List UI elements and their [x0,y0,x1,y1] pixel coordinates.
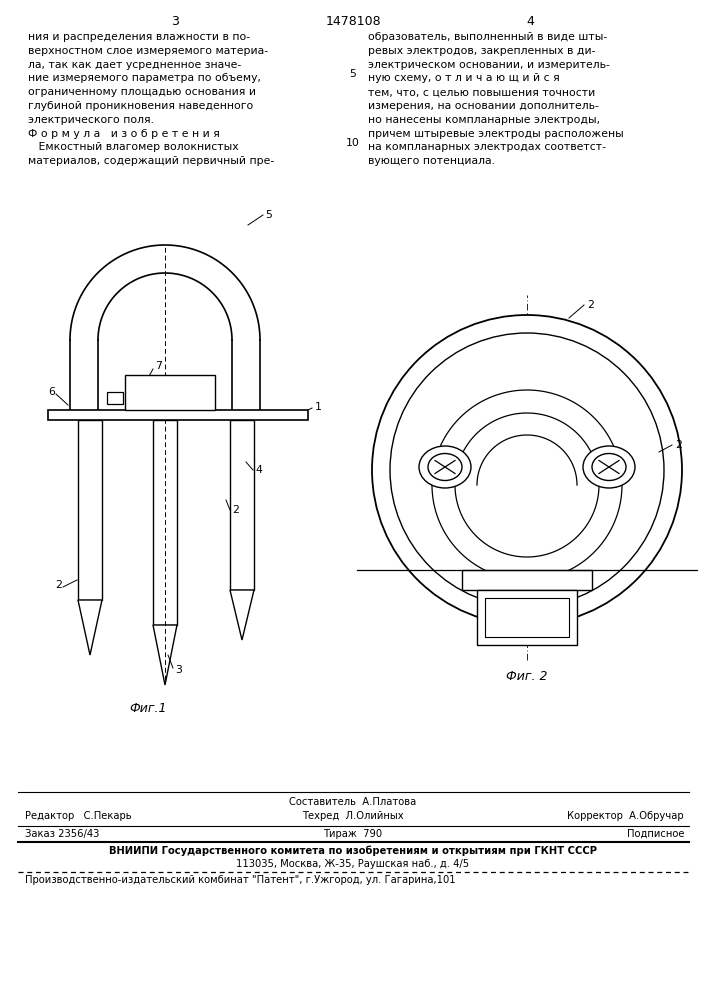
Ellipse shape [583,446,635,488]
Text: 4: 4 [255,465,262,475]
Text: измерения, на основании дополнитель-: измерения, на основании дополнитель- [368,101,599,111]
Bar [462,570,592,590]
Text: 1: 1 [315,402,322,412]
Bar [125,375,215,410]
Text: глубиной проникновения наведенного: глубиной проникновения наведенного [28,101,253,111]
Text: причем штыревые электроды расположены: причем штыревые электроды расположены [368,129,624,139]
Bar [78,420,102,600]
Bar [230,420,254,590]
Text: Корректор  А.Обручар: Корректор А.Обручар [568,811,684,821]
Text: образователь, выполненный в виде шты-: образователь, выполненный в виде шты- [368,32,607,42]
Text: Фиг.1: Фиг.1 [129,702,167,715]
Ellipse shape [428,454,462,481]
Text: Составитель  А.Платова: Составитель А.Платова [289,797,416,807]
Polygon shape [230,590,254,640]
Text: ла, так как дает усредненное значе-: ла, так как дает усредненное значе- [28,60,241,70]
Text: 7: 7 [155,361,162,371]
Text: Ф о р м у л а   и з о б р е т е н и я: Ф о р м у л а и з о б р е т е н и я [28,129,220,139]
Text: 3: 3 [175,665,182,675]
Text: 2: 2 [587,300,594,310]
Text: Редактор   С.Пекарь: Редактор С.Пекарь [25,811,132,821]
Text: ревых электродов, закрепленных в ди-: ревых электродов, закрепленных в ди- [368,46,595,56]
Text: на компланарных электродах соответст-: на компланарных электродах соответст- [368,142,606,152]
Text: 4: 4 [526,15,534,28]
Text: Заказ 2356/43: Заказ 2356/43 [25,829,100,839]
Ellipse shape [592,454,626,481]
Text: Производственно-издательский комбинат "Патент", г.Ужгород, ул. Гагарина,101: Производственно-издательский комбинат "П… [25,875,455,885]
Text: материалов, содержащий первичный пре-: материалов, содержащий первичный пре- [28,156,274,166]
Text: Подписное: Подписное [626,829,684,839]
Text: Фиг. 2: Фиг. 2 [506,670,548,683]
Text: 5: 5 [265,210,272,220]
Text: электрического поля.: электрического поля. [28,115,154,125]
Text: тем, что, с целью повышения точности: тем, что, с целью повышения точности [368,87,595,97]
Ellipse shape [419,446,471,488]
Text: ограниченному площадью основания и: ограниченному площадью основания и [28,87,256,97]
Text: Тираж  790: Тираж 790 [323,829,382,839]
Text: 10: 10 [346,138,360,148]
Text: 2: 2 [232,505,239,515]
Text: 2: 2 [55,580,62,590]
Polygon shape [78,600,102,655]
Bar [48,410,308,420]
Bar [477,590,577,645]
Text: электрическом основании, и измеритель-: электрическом основании, и измеритель- [368,60,610,70]
Circle shape [372,315,682,625]
Text: ние измеряемого параметра по объему,: ние измеряемого параметра по объему, [28,73,261,83]
Text: Емкостный влагомер волокнистых: Емкостный влагомер волокнистых [28,142,239,152]
Text: вующего потенциала.: вующего потенциала. [368,156,495,166]
Bar [485,598,569,637]
Text: но нанесены компланарные электроды,: но нанесены компланарные электроды, [368,115,600,125]
Bar [107,392,123,404]
Text: 1478108: 1478108 [325,15,381,28]
Text: Техред  Л.Олийных: Техред Л.Олийных [302,811,404,821]
Text: верхностном слое измеряемого материа-: верхностном слое измеряемого материа- [28,46,268,56]
Text: ния и распределения влажности в по-: ния и распределения влажности в по- [28,32,250,42]
Text: ВНИИПИ Государственного комитета по изобретениям и открытиям при ГКНТ СССР: ВНИИПИ Государственного комитета по изоб… [109,846,597,856]
Circle shape [390,333,664,607]
Text: ную схему, о т л и ч а ю щ и й с я: ную схему, о т л и ч а ю щ и й с я [368,73,560,83]
Text: 6: 6 [48,387,55,397]
Bar [153,420,177,625]
Text: 5: 5 [349,69,356,79]
Polygon shape [153,625,177,685]
Text: 2: 2 [675,440,682,450]
Text: 113035, Москва, Ж-35, Раушская наб., д. 4/5: 113035, Москва, Ж-35, Раушская наб., д. … [236,859,469,869]
Text: 3: 3 [171,15,179,28]
